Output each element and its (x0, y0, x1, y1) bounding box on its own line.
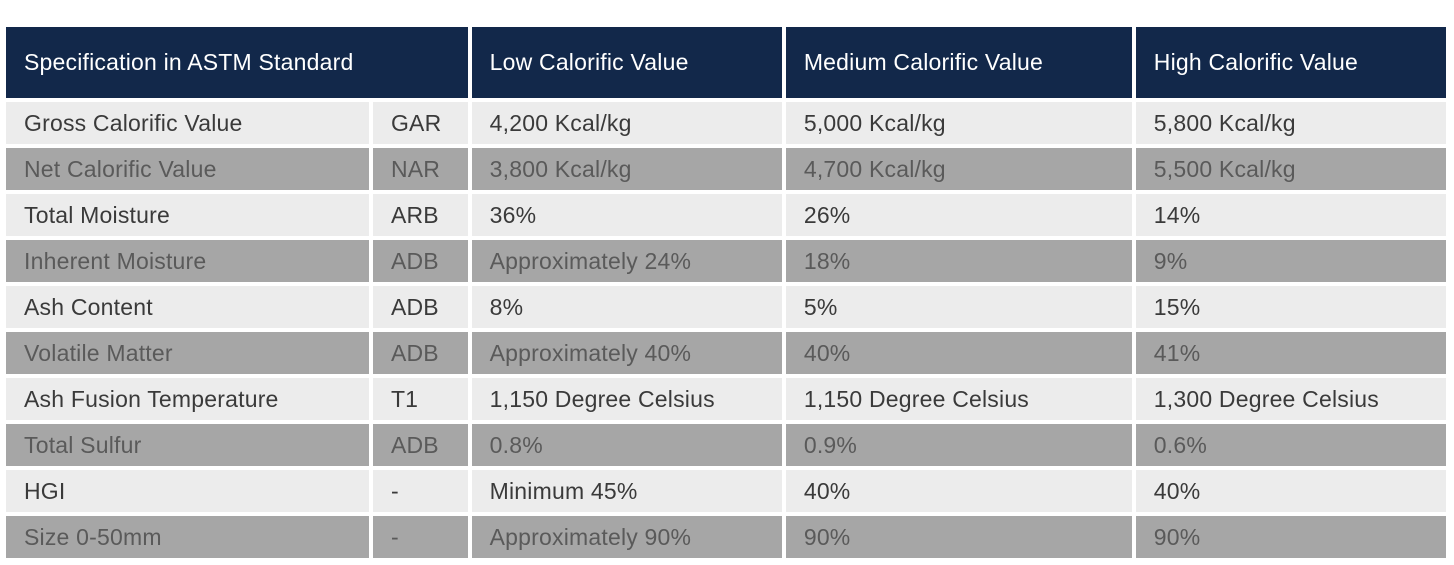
coal-spec-table: Specification in ASTM Standard Low Calor… (2, 23, 1450, 562)
row-low: Approximately 24% (471, 240, 782, 282)
row-medium: 0.9% (785, 424, 1132, 466)
row-low: Minimum 45% (471, 470, 782, 512)
row-high: 14% (1135, 194, 1446, 236)
row-low: Approximately 90% (471, 516, 782, 558)
row-low: Approximately 40% (471, 332, 782, 374)
table-row: Volatile Matter ADB Approximately 40% 40… (6, 332, 1446, 374)
table-row: Size 0-50mm - Approximately 90% 90% 90% (6, 516, 1446, 558)
row-code: ADB (372, 424, 468, 466)
table-row: Net Calorific Value NAR 3,800 Kcal/kg 4,… (6, 148, 1446, 190)
table-row: Total Sulfur ADB 0.8% 0.9% 0.6% (6, 424, 1446, 466)
row-medium: 26% (785, 194, 1132, 236)
row-name: Size 0-50mm (6, 516, 369, 558)
row-medium: 18% (785, 240, 1132, 282)
spec-table-container: Specification in ASTM Standard Low Calor… (6, 27, 1446, 558)
row-code: T1 (372, 378, 468, 420)
table-row: Total Moisture ARB 36% 26% 14% (6, 194, 1446, 236)
header-low: Low Calorific Value (471, 27, 782, 98)
row-low: 8% (471, 286, 782, 328)
row-high: 1,300 Degree Celsius (1135, 378, 1446, 420)
row-medium: 4,700 Kcal/kg (785, 148, 1132, 190)
row-code: - (372, 516, 468, 558)
row-medium: 40% (785, 470, 1132, 512)
table-row: Ash Content ADB 8% 5% 15% (6, 286, 1446, 328)
table-row: Gross Calorific Value GAR 4,200 Kcal/kg … (6, 102, 1446, 144)
row-medium: 1,150 Degree Celsius (785, 378, 1132, 420)
row-low: 0.8% (471, 424, 782, 466)
row-code: ADB (372, 286, 468, 328)
row-low: 3,800 Kcal/kg (471, 148, 782, 190)
row-high: 9% (1135, 240, 1446, 282)
header-high: High Calorific Value (1135, 27, 1446, 98)
row-medium: 90% (785, 516, 1132, 558)
header-medium: Medium Calorific Value (785, 27, 1132, 98)
row-code: ADB (372, 240, 468, 282)
table-row: Inherent Moisture ADB Approximately 24% … (6, 240, 1446, 282)
row-name: Inherent Moisture (6, 240, 369, 282)
row-high: 0.6% (1135, 424, 1446, 466)
table-header-row: Specification in ASTM Standard Low Calor… (6, 27, 1446, 98)
row-name: Net Calorific Value (6, 148, 369, 190)
row-code: GAR (372, 102, 468, 144)
row-high: 41% (1135, 332, 1446, 374)
row-high: 5,500 Kcal/kg (1135, 148, 1446, 190)
header-spec: Specification in ASTM Standard (6, 27, 468, 98)
row-name: Ash Fusion Temperature (6, 378, 369, 420)
row-high: 15% (1135, 286, 1446, 328)
row-medium: 40% (785, 332, 1132, 374)
row-high: 90% (1135, 516, 1446, 558)
row-code: NAR (372, 148, 468, 190)
row-low: 1,150 Degree Celsius (471, 378, 782, 420)
row-code: ADB (372, 332, 468, 374)
row-name: Ash Content (6, 286, 369, 328)
row-low: 4,200 Kcal/kg (471, 102, 782, 144)
row-low: 36% (471, 194, 782, 236)
row-high: 40% (1135, 470, 1446, 512)
row-medium: 5,000 Kcal/kg (785, 102, 1132, 144)
row-code: - (372, 470, 468, 512)
row-high: 5,800 Kcal/kg (1135, 102, 1446, 144)
row-medium: 5% (785, 286, 1132, 328)
row-name: HGI (6, 470, 369, 512)
row-code: ARB (372, 194, 468, 236)
table-row: Ash Fusion Temperature T1 1,150 Degree C… (6, 378, 1446, 420)
row-name: Total Sulfur (6, 424, 369, 466)
row-name: Gross Calorific Value (6, 102, 369, 144)
row-name: Total Moisture (6, 194, 369, 236)
row-name: Volatile Matter (6, 332, 369, 374)
table-row: HGI - Minimum 45% 40% 40% (6, 470, 1446, 512)
